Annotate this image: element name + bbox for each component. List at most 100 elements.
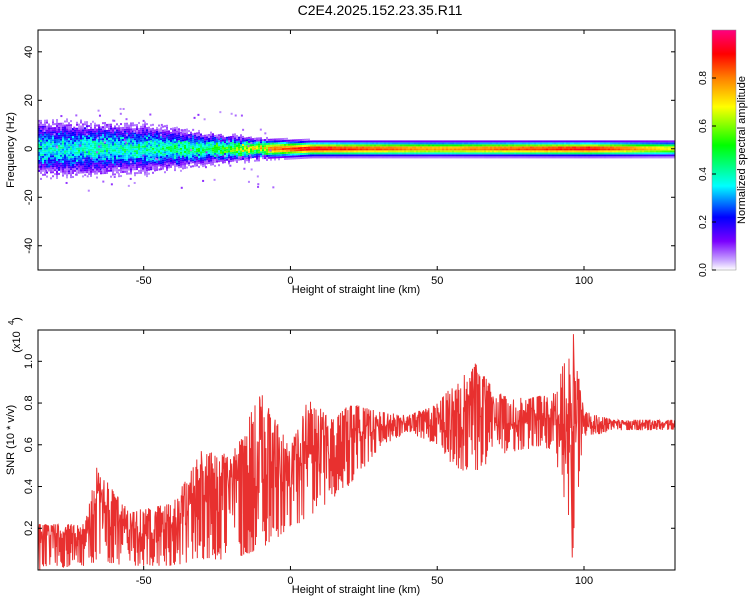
heatmap-cell bbox=[98, 166, 100, 169]
heatmap-cell bbox=[132, 122, 134, 125]
heatmap-cell bbox=[560, 154, 562, 157]
heatmap-cell bbox=[44, 157, 46, 160]
heatmap-cell bbox=[328, 156, 330, 159]
heatmap-cell bbox=[168, 134, 170, 137]
heatmap-cell bbox=[78, 171, 81, 174]
heatmap-cell bbox=[50, 129, 52, 132]
heatmap-cell bbox=[142, 125, 144, 128]
heatmap-cell bbox=[150, 162, 152, 165]
heatmap-cell bbox=[464, 150, 466, 153]
heatmap-cell bbox=[446, 156, 448, 159]
heatmap-cell bbox=[98, 130, 100, 133]
heatmap-cell bbox=[356, 156, 358, 159]
heatmap-cell bbox=[270, 158, 272, 161]
heatmap-cell bbox=[112, 131, 114, 134]
heatmap-cell bbox=[70, 134, 72, 137]
heatmap-cell bbox=[58, 166, 60, 169]
snr-multiplier-label: (x10 4 bbox=[7, 320, 23, 353]
heatmap-cell bbox=[118, 157, 120, 160]
heatmap-cell bbox=[204, 148, 206, 151]
heatmap-cell bbox=[520, 156, 522, 159]
heatmap-cell bbox=[56, 138, 58, 141]
heatmap-cell bbox=[130, 152, 132, 155]
heatmap-cell bbox=[54, 123, 56, 126]
heatmap-cell bbox=[164, 139, 166, 142]
heatmap-cell bbox=[480, 152, 482, 155]
heatmap-cell bbox=[104, 126, 106, 129]
heatmap-cell bbox=[338, 156, 340, 159]
heatmap-cell bbox=[534, 154, 536, 157]
heatmap-cell bbox=[78, 141, 80, 144]
heatmap-cell bbox=[314, 142, 316, 145]
heatmap-cell bbox=[352, 156, 354, 159]
heatmap-cell bbox=[214, 148, 216, 151]
heatmap-cell bbox=[174, 133, 176, 136]
heatmap-cell bbox=[556, 152, 558, 155]
heatmap-cell bbox=[144, 157, 146, 160]
heatmap-cell bbox=[246, 151, 248, 154]
heatmap-cell bbox=[512, 144, 514, 147]
heatmap-cell bbox=[224, 159, 226, 162]
heatmap-cell bbox=[556, 144, 558, 147]
heatmap-cell bbox=[60, 152, 62, 155]
heatmap-cell bbox=[112, 163, 114, 166]
heatmap-cell bbox=[160, 123, 163, 126]
heatmap-cell bbox=[394, 144, 396, 147]
heatmap-cell bbox=[86, 129, 88, 132]
heatmap-cell bbox=[504, 146, 506, 149]
heatmap-cell bbox=[238, 138, 240, 141]
heatmap-cell bbox=[90, 168, 92, 171]
heatmap-cell bbox=[440, 148, 442, 151]
heatmap-cell bbox=[278, 144, 280, 147]
heatmap-cell bbox=[62, 168, 64, 171]
heatmap-cell bbox=[224, 139, 226, 142]
heatmap-cell bbox=[43, 129, 46, 132]
heatmap-cell bbox=[272, 156, 274, 159]
heatmap-cell bbox=[276, 144, 278, 147]
heatmap-cell bbox=[108, 157, 110, 160]
heatmap-cell bbox=[274, 156, 276, 159]
heatmap-cell bbox=[348, 142, 350, 145]
heatmap-cell bbox=[410, 142, 412, 145]
heatmap-cell bbox=[46, 153, 48, 156]
heatmap-cell bbox=[484, 144, 486, 147]
heatmap-cell bbox=[530, 156, 532, 159]
heatmap-cell bbox=[162, 129, 164, 132]
heatmap-cell bbox=[182, 145, 184, 148]
heatmap-cell bbox=[366, 144, 368, 147]
heatmap-cell bbox=[554, 140, 556, 143]
heatmap-cell bbox=[590, 146, 592, 149]
heatmap-cell bbox=[352, 140, 354, 143]
heatmap-cell bbox=[46, 167, 48, 170]
heatmap-cell bbox=[284, 137, 286, 140]
heatmap-cell bbox=[86, 145, 88, 148]
heatmap-cell bbox=[410, 146, 412, 149]
heatmap-cell bbox=[304, 148, 306, 151]
heatmap-cell bbox=[168, 144, 170, 147]
heatmap-cell bbox=[140, 129, 142, 132]
heatmap-cell bbox=[326, 154, 328, 157]
y-tick-label: 40 bbox=[23, 46, 35, 58]
heatmap-cell bbox=[220, 155, 222, 158]
heatmap-cell bbox=[56, 156, 58, 159]
heatmap-cell bbox=[454, 150, 456, 153]
heatmap-cell bbox=[212, 137, 214, 140]
heatmap-cell bbox=[72, 136, 74, 139]
heatmap-cell bbox=[86, 135, 88, 138]
heatmap-cell bbox=[192, 137, 194, 140]
heatmap-cell bbox=[318, 150, 320, 153]
heatmap-cell bbox=[610, 156, 612, 159]
heatmap-cell bbox=[133, 130, 136, 133]
heatmap-cell bbox=[42, 153, 44, 156]
heatmap-cell bbox=[594, 150, 596, 153]
heatmap-cell bbox=[536, 148, 538, 151]
heatmap-cell bbox=[226, 146, 228, 149]
heatmap-cell bbox=[582, 152, 584, 155]
heatmap-cell bbox=[196, 140, 198, 143]
heatmap-cell bbox=[544, 142, 546, 145]
heatmap-cell bbox=[128, 142, 130, 145]
heatmap-cell bbox=[152, 153, 154, 156]
heatmap-cell bbox=[112, 135, 114, 138]
heatmap-cell bbox=[586, 150, 588, 153]
heatmap-cell bbox=[76, 155, 78, 158]
